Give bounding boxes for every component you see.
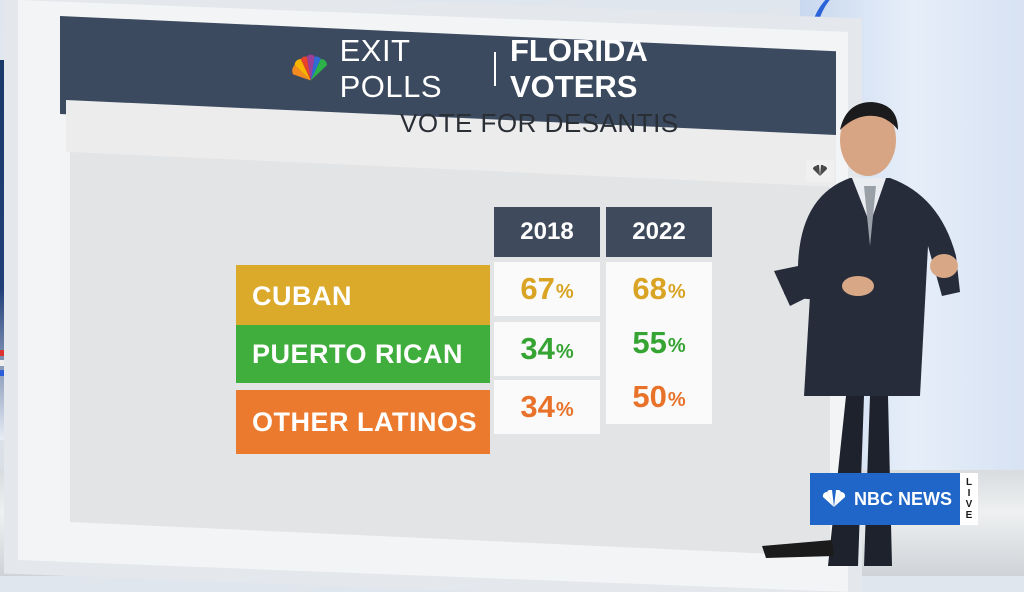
value-text: 68 (632, 271, 667, 306)
board-title: EXIT POLLS FLORIDA VOTERS (290, 33, 720, 104)
pct-sign: % (555, 280, 574, 303)
year-header-2018: 2018 (494, 207, 600, 257)
cell-puerto-rican-2018: 34% (494, 322, 600, 376)
value-text: 55 (632, 325, 667, 360)
cell-puerto-rican-2022: 55% (606, 316, 712, 370)
nbc-peacock-bug-icon (822, 490, 846, 507)
year-header-2022: 2022 (606, 207, 712, 257)
title-exit-polls: EXIT POLLS (339, 33, 443, 104)
title-florida-voters: FLORIDA VOTERS (510, 33, 647, 104)
pct-sign: % (667, 280, 686, 303)
pct-sign: % (555, 340, 574, 363)
row-label-cuban: CUBAN (236, 265, 490, 327)
live-letter: V (965, 499, 973, 510)
pct-sign: % (667, 388, 686, 411)
nbc-peacock-small-icon (813, 165, 827, 176)
value-text: 34 (520, 331, 555, 366)
cell-other-latinos-2018: 34% (494, 380, 600, 434)
bug-live-label: L I V E (960, 473, 978, 525)
bug-network-panel: NBC NEWS (810, 473, 960, 525)
value-text: 50 (632, 379, 667, 414)
value-text: 67 (520, 271, 555, 306)
live-letter: E (965, 510, 973, 521)
cell-other-latinos-2022: 50% (606, 370, 712, 424)
nbc-peacock-icon (292, 54, 327, 81)
row-label-other-latinos: OTHER LATINOS (236, 390, 490, 454)
pct-sign: % (555, 398, 574, 421)
value-text: 34 (520, 389, 555, 424)
bug-network-label: NBC NEWS (854, 488, 952, 509)
row-label-puerto-rican: PUERTO RICAN (236, 325, 490, 383)
board-subtitle: VOTE FOR DESANTIS (400, 108, 679, 138)
pct-sign: % (667, 334, 686, 357)
cell-cuban-2018: 67% (494, 262, 600, 316)
title-divider (493, 52, 496, 86)
live-letter: I (967, 488, 971, 499)
live-letter: L (965, 477, 973, 488)
nbc-news-bug: NBC NEWS L I V E (810, 473, 978, 525)
board-corner-logo (806, 160, 834, 182)
cell-cuban-2022: 68% (606, 262, 712, 316)
